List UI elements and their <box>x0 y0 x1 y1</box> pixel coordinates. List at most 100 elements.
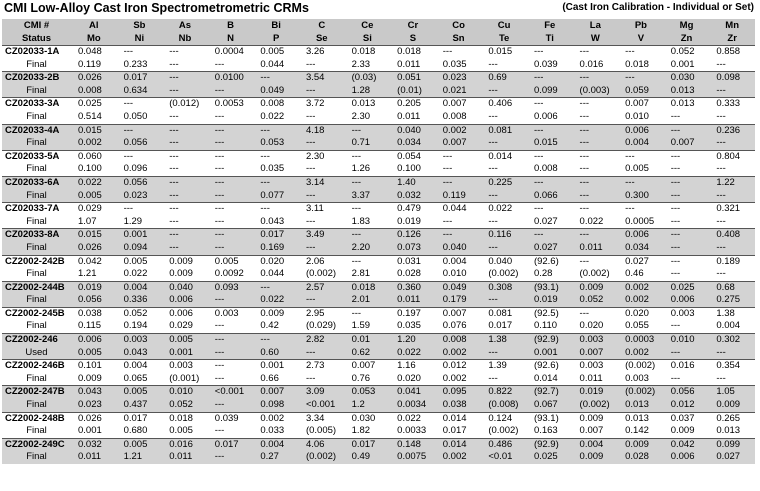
table-row: CZ02033-2B 0.026 0.017 --- 0.0100 --- 3.54 (0.0… <box>2 71 755 85</box>
value-cell: --- <box>526 123 573 138</box>
status-cell: Final <box>2 137 71 151</box>
value-cell: 0.0005 <box>618 215 664 229</box>
column-header-element: S <box>390 32 436 46</box>
value-cell: 0.019 <box>572 385 619 400</box>
sample-id: CZ02033-6A <box>2 175 71 190</box>
status-cell: Final <box>2 241 71 255</box>
value-cell: 0.004 <box>618 137 664 151</box>
value-cell: 0.225 <box>481 175 527 190</box>
value-cell: 0.009 <box>572 280 619 295</box>
value-cell: --- <box>207 175 254 190</box>
value-cell: --- <box>162 58 208 72</box>
value-cell: 0.021 <box>435 84 482 98</box>
value-cell: 0.043 <box>71 385 117 400</box>
value-cell: 0.012 <box>435 359 482 373</box>
value-cell: 0.011 <box>71 451 117 464</box>
table-row: CZ02033-3A 0.025 --- (0.012) 0.0053 0.008 3.72… <box>2 97 755 111</box>
sample-id: CZ02033-4A <box>2 123 71 138</box>
value-cell: 0.017 <box>344 437 391 452</box>
value-cell: 0.016 <box>162 437 208 452</box>
table-row: CZ2002-246B 0.101 0.004 0.003 --- 0.001 2.73 0.… <box>2 359 755 373</box>
value-cell: 0.437 <box>116 399 163 413</box>
column-header-element: V <box>618 32 664 46</box>
value-cell: 0.233 <box>116 58 163 72</box>
crm-table: CMI # Al Sb As B Bi C Ce Cr Co Cu Fe La Pb Mg Mn Status… <box>2 19 755 464</box>
status-cell: Final <box>2 372 71 386</box>
status-cell: Used <box>2 346 71 360</box>
value-cell: --- <box>162 84 208 98</box>
value-cell: --- <box>162 123 208 138</box>
value-cell: 0.049 <box>435 280 482 295</box>
value-cell: --- <box>207 58 254 72</box>
value-cell: --- <box>344 254 391 269</box>
value-cell: --- <box>116 123 163 138</box>
value-cell: 0.009 <box>618 437 664 452</box>
value-cell: 0.179 <box>435 294 482 308</box>
value-cell: --- <box>481 346 527 360</box>
value-cell: --- <box>526 202 573 216</box>
value-cell: 0.197 <box>390 306 436 321</box>
value-cell: 0.008 <box>526 163 573 177</box>
value-cell: 0.005 <box>116 385 163 400</box>
value-cell: 1.83 <box>344 215 391 229</box>
value-cell: --- <box>481 110 527 125</box>
value-cell: 0.006 <box>618 123 664 138</box>
table-row-secondary: Final 0.008 0.634 --- --- 0.049 --- 1.28 (0.01) 0… <box>2 84 755 98</box>
value-cell: 0.007 <box>618 97 664 111</box>
value-cell: 0.053 <box>253 137 299 151</box>
value-cell: --- <box>618 149 664 164</box>
value-cell: 1.38 <box>481 333 527 347</box>
column-header-element: Co <box>435 19 482 32</box>
value-cell: 0.0003 <box>618 333 664 347</box>
value-cell: --- <box>207 84 254 98</box>
value-cell: 0.007 <box>663 137 710 151</box>
value-cell: --- <box>207 202 254 216</box>
value-cell: 0.005 <box>253 44 299 59</box>
value-cell: 0.017 <box>481 320 527 334</box>
value-cell: (92.5) <box>526 306 573 321</box>
value-cell: 0.004 <box>116 280 163 295</box>
value-cell: --- <box>344 202 391 216</box>
value-cell: 0.011 <box>390 110 436 125</box>
value-cell: 0.42 <box>253 320 299 334</box>
value-cell: --- <box>709 84 755 98</box>
value-cell: 0.052 <box>663 44 710 59</box>
value-cell: --- <box>207 110 254 125</box>
value-cell: 0.020 <box>572 320 619 334</box>
column-header-element: P <box>253 32 299 46</box>
value-cell: (0.003) <box>572 84 619 98</box>
value-cell: --- <box>116 97 163 111</box>
status-cell: Final <box>2 84 71 98</box>
value-cell: 1.2 <box>344 399 391 413</box>
value-cell: 0.025 <box>663 280 710 295</box>
value-cell: 0.006 <box>162 306 208 321</box>
sample-id: CZ2002-248B <box>2 411 71 426</box>
value-cell: --- <box>162 228 208 242</box>
value-cell: 0.002 <box>435 346 482 360</box>
value-cell: 0.022 <box>572 215 619 229</box>
value-cell: 0.017 <box>116 71 163 85</box>
value-cell: 0.408 <box>709 228 755 242</box>
value-cell: 0.302 <box>709 333 755 347</box>
value-cell: --- <box>572 202 619 216</box>
value-cell: 1.07 <box>71 215 117 229</box>
value-cell: 0.048 <box>71 44 117 59</box>
status-cell: Final <box>2 215 71 229</box>
value-cell: 0.001 <box>116 228 163 242</box>
value-cell: 0.027 <box>618 254 664 269</box>
value-cell: 0.020 <box>618 306 664 321</box>
value-cell: (0.001) <box>162 372 208 386</box>
value-cell: 0.022 <box>253 294 299 308</box>
value-cell: 0.009 <box>162 254 208 269</box>
value-cell: 0.126 <box>390 228 436 242</box>
table-row-secondary: Final 0.026 0.094 --- --- 0.169 --- 2.20 0.073 0.… <box>2 241 755 255</box>
value-cell: (0.005) <box>298 425 345 439</box>
value-cell: 0.026 <box>71 241 117 255</box>
value-cell: 0.0092 <box>207 268 254 282</box>
table-header: CMI # Al Sb As B Bi C Ce Cr Co Cu Fe La Pb Mg Mn Status… <box>2 19 755 46</box>
value-cell: 3.26 <box>298 44 345 59</box>
sample-id: CZ02033-2B <box>2 71 71 85</box>
value-cell: 0.040 <box>435 241 482 255</box>
value-cell: 0.040 <box>162 280 208 295</box>
value-cell: 0.28 <box>526 268 573 282</box>
